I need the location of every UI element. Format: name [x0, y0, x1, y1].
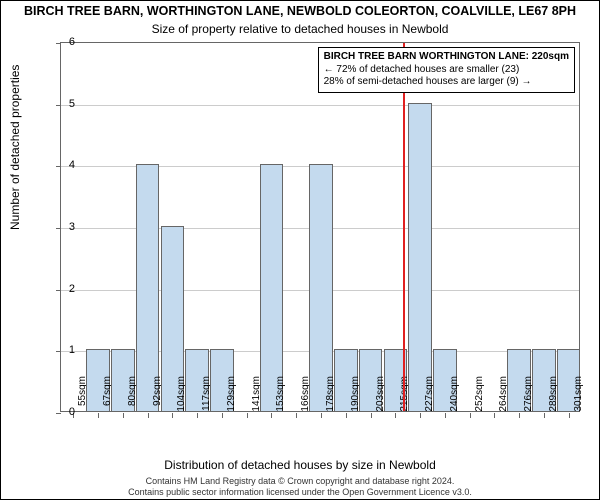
xtick-mark: [346, 413, 347, 418]
annotation-line-3: 28% of semi-detached houses are larger (…: [324, 76, 569, 89]
xtick-mark: [470, 413, 471, 418]
ytick-label: 4: [45, 159, 75, 171]
y-axis-label: Number of detached properties: [8, 65, 22, 230]
gridline: [61, 105, 579, 106]
annotation-line-2: ← 72% of detached houses are smaller (23…: [324, 64, 569, 77]
xtick-label: 129sqm: [226, 376, 237, 418]
xtick-mark: [197, 413, 198, 418]
annotation-box: BIRCH TREE BARN WORTHINGTON LANE: 220sqm…: [318, 47, 575, 93]
footer-text: Contains HM Land Registry data © Crown c…: [0, 476, 600, 498]
footer-line-1: Contains HM Land Registry data © Crown c…: [0, 476, 600, 487]
ytick-label: 2: [45, 283, 75, 295]
xtick-mark: [544, 413, 545, 418]
xtick-mark: [98, 413, 99, 418]
histogram-bar: [260, 164, 284, 411]
xtick-mark: [296, 413, 297, 418]
xtick-mark: [519, 413, 520, 418]
ytick-label: 5: [45, 98, 75, 110]
xtick-mark: [445, 413, 446, 418]
xtick-label: 252sqm: [474, 376, 485, 418]
xtick-mark: [395, 413, 396, 418]
xtick-label: 153sqm: [275, 376, 286, 418]
ytick-label: 3: [45, 221, 75, 233]
chart-title: BIRCH TREE BARN, WORTHINGTON LANE, NEWBO…: [0, 4, 600, 18]
xtick-label: 301sqm: [573, 376, 584, 418]
xtick-mark: [271, 413, 272, 418]
xtick-mark: [123, 413, 124, 418]
ytick-label: 6: [45, 36, 75, 48]
plot-area: 55sqm67sqm80sqm92sqm104sqm117sqm129sqm14…: [60, 42, 580, 412]
chart-subtitle: Size of property relative to detached ho…: [0, 22, 600, 36]
footer-line-2: Contains public sector information licen…: [0, 487, 600, 498]
xtick-mark: [172, 413, 173, 418]
xtick-mark: [247, 413, 248, 418]
xtick-mark: [494, 413, 495, 418]
xtick-mark: [222, 413, 223, 418]
xtick-mark: [420, 413, 421, 418]
ytick-label: 0: [45, 406, 75, 418]
annotation-line-1: BIRCH TREE BARN WORTHINGTON LANE: 220sqm: [324, 51, 569, 64]
ytick-label: 1: [45, 344, 75, 356]
histogram-bar: [408, 103, 432, 411]
histogram-bar: [136, 164, 160, 411]
marker-line: [403, 43, 405, 411]
x-axis-label: Distribution of detached houses by size …: [0, 458, 600, 472]
xtick-mark: [321, 413, 322, 418]
histogram-bar: [309, 164, 333, 411]
xtick-mark: [148, 413, 149, 418]
xtick-mark: [371, 413, 372, 418]
xtick-label: 240sqm: [449, 376, 460, 418]
xtick-mark: [569, 413, 570, 418]
